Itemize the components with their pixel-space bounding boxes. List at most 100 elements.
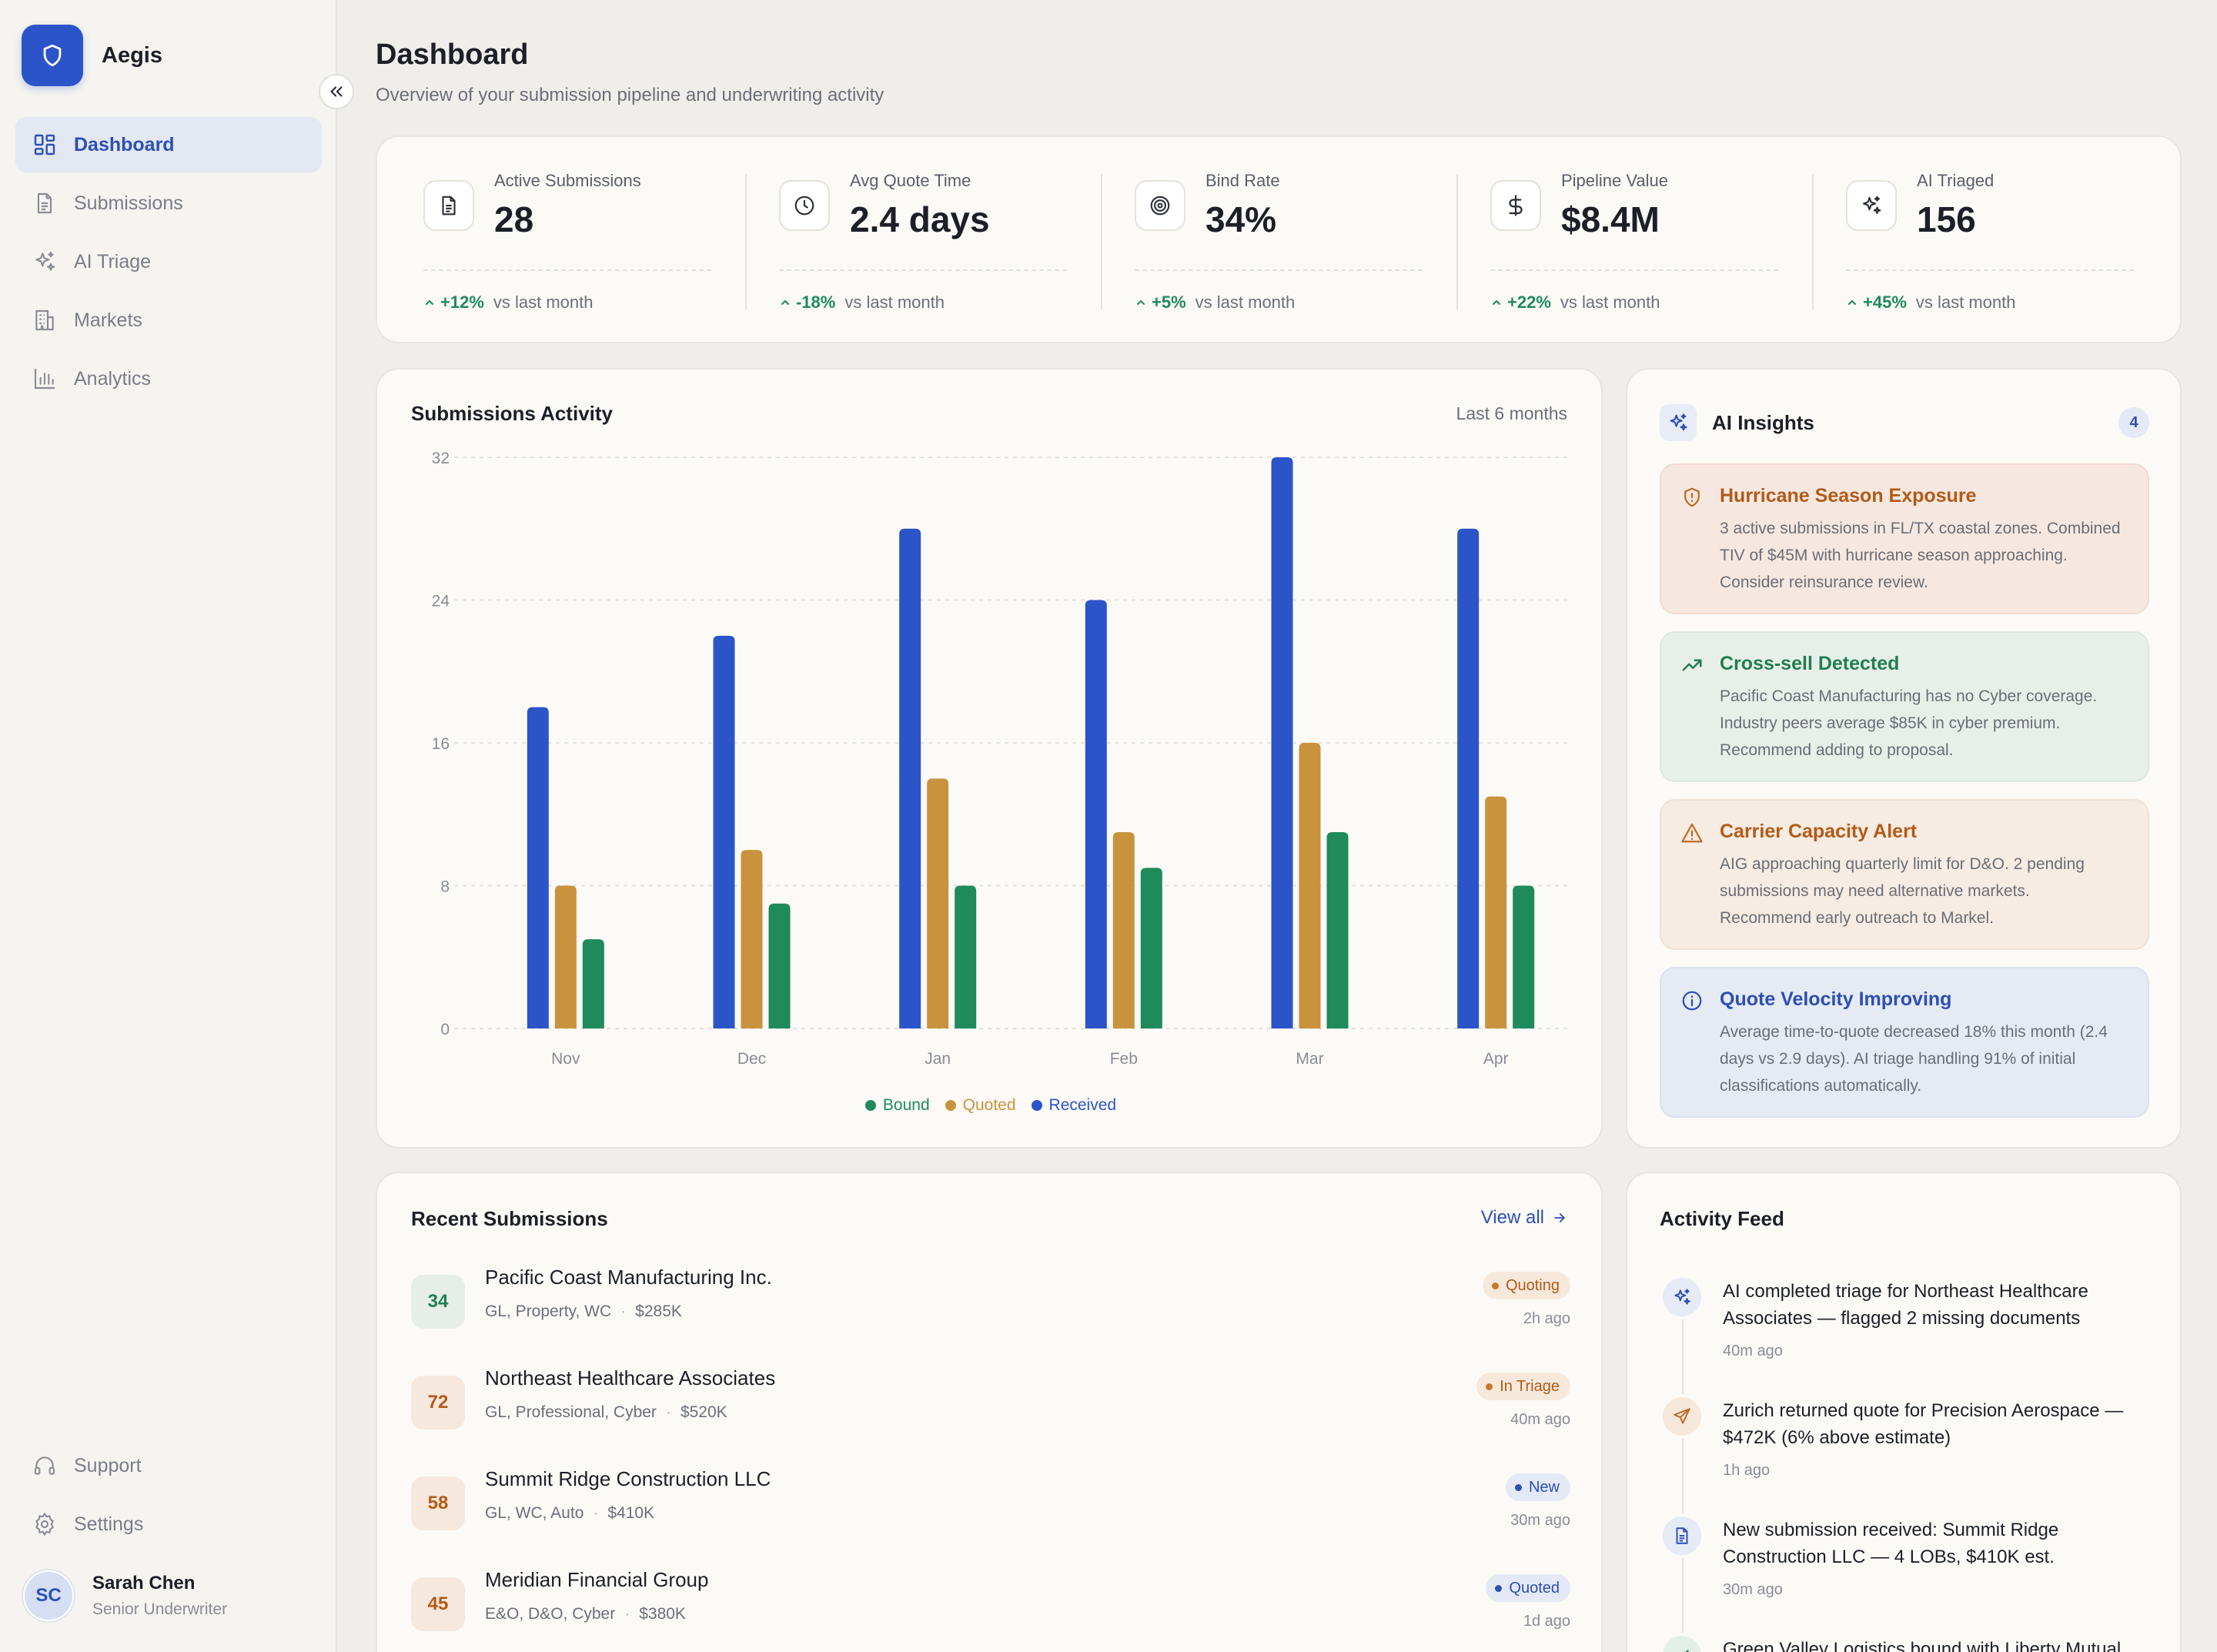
recent-submissions-card: Recent Submissions View all 34 Pacific C… [376, 1172, 1603, 1652]
sidebar-bottom-nav: Support Settings [15, 1438, 322, 1555]
submission-row[interactable]: 45 Meridian Financial Group E&O, D&O, Cy… [411, 1568, 1570, 1652]
divider [1135, 269, 1423, 271]
shield-icon [1678, 483, 1706, 511]
sidebar-item-settings[interactable]: Settings [15, 1496, 322, 1552]
status-badge: Quoting [1482, 1272, 1570, 1299]
submission-amount: $520K [680, 1403, 727, 1421]
stat-ai-triaged: AI Triaged 156 +45% vs last month [1800, 137, 2156, 345]
submission-row[interactable]: 58 Summit Ridge Construction LLC GL, WC,… [411, 1467, 1570, 1552]
dollar-icon [1490, 180, 1541, 231]
sparkles-icon [1660, 404, 1697, 441]
insight-carrier-capacity[interactable]: Carrier Capacity Alert AIG approaching q… [1660, 799, 2149, 950]
headset-icon [31, 1452, 59, 1480]
legend-label: Bound [882, 1096, 930, 1114]
sidebar-nav: Dashboard Submissions AI Triage Markets [15, 117, 322, 410]
status-badge: New [1505, 1473, 1570, 1501]
chevron-up-icon [1493, 300, 1500, 305]
x-tick-label: Nov [551, 1050, 580, 1068]
sidebar-item-label: Submissions [74, 192, 183, 214]
submission-lines: GL, Professional, Cyber [485, 1403, 657, 1421]
arrow-right-icon [1554, 1213, 1565, 1222]
shield-logo-icon [22, 25, 83, 86]
bar-bound [1140, 868, 1162, 1028]
trend-value: +45% [1863, 293, 1907, 312]
recent-title: Recent Submissions [411, 1207, 608, 1230]
stat-avg-quote-time: Avg Quote Time 2.4 days -18% vs last mon… [733, 137, 1089, 345]
gear-icon [31, 1510, 59, 1538]
y-tick-label: 0 [440, 1021, 450, 1038]
document-icon [1660, 1513, 1704, 1558]
submission-row[interactable]: 34 Pacific Coast Manufacturing Inc. GL, … [411, 1266, 1570, 1350]
bar-bound [1326, 831, 1349, 1028]
insight-hurricane-season[interactable]: Hurricane Season Exposure 3 active submi… [1660, 463, 2149, 614]
insight-title: Cross-sell Detected [1720, 653, 1900, 674]
user-profile[interactable]: SC Sarah Chen Senior Underwriter [23, 1570, 227, 1621]
stat-pipeline-value: Pipeline Value $8.4M +22% vs last month [1444, 137, 1801, 345]
sidebar-item-analytics[interactable]: Analytics [15, 351, 322, 406]
stat-trend: +12% vs last month [423, 293, 594, 313]
submission-meta: GL, WC, Auto · $410K [485, 1504, 655, 1522]
brand[interactable]: Aegis [22, 25, 162, 86]
sidebar-item-label: Analytics [74, 367, 152, 390]
insight-body: Pacific Coast Manufacturing has no Cyber… [1720, 687, 2098, 759]
stat-trend: -18% vs last month [779, 293, 945, 313]
insight-quote-velocity[interactable]: Quote Velocity Improving Average time-to… [1660, 967, 2149, 1118]
legend-dot [1031, 1100, 1042, 1111]
chart-title: Submissions Activity [411, 402, 613, 425]
submission-name: Summit Ridge Construction LLC [485, 1467, 771, 1490]
submission-meta: GL, Property, WC · $285K [485, 1303, 682, 1320]
legend-item-quoted[interactable]: Quoted [945, 1096, 1016, 1115]
trend-value: +12% [440, 293, 484, 312]
chevron-up-icon [1848, 300, 1856, 305]
trend-text: vs last month [1560, 293, 1660, 312]
document-icon [31, 189, 59, 217]
feed-time: 30m ago [1723, 1581, 1783, 1598]
sidebar: Aegis Dashboard Submissions AI Triage [0, 0, 337, 1652]
stat-trend: +45% vs last month [1846, 293, 2016, 313]
risk-score: 34 [411, 1275, 465, 1329]
risk-score: 72 [411, 1376, 465, 1430]
insight-body: Average time-to-quote decreased 18% this… [1720, 1023, 2108, 1095]
sidebar-item-support[interactable]: Support [15, 1438, 322, 1493]
legend-label: Quoted [962, 1096, 1016, 1114]
submission-name: Northeast Healthcare Associates [485, 1366, 776, 1389]
sidebar-item-submissions[interactable]: Submissions [15, 176, 322, 231]
feed-title: Activity Feed [1660, 1207, 1784, 1230]
sidebar-item-markets[interactable]: Markets [15, 293, 322, 348]
chevrons-left-icon [330, 86, 343, 97]
view-all-link[interactable]: View all [1481, 1207, 1567, 1229]
trending-up-icon [1678, 651, 1706, 679]
legend-item-received[interactable]: Received [1031, 1096, 1116, 1115]
sidebar-item-ai-triage[interactable]: AI Triage [15, 234, 322, 289]
sidebar-item-dashboard[interactable]: Dashboard [15, 117, 322, 172]
info-icon [1678, 987, 1706, 1015]
submission-row[interactable]: 72 Northeast Healthcare Associates GL, P… [411, 1366, 1570, 1451]
insight-cross-sell[interactable]: Cross-sell Detected Pacific Coast Manufa… [1660, 631, 2149, 782]
sparkles-icon [1660, 1275, 1704, 1319]
stat-bind-rate: Bind Rate 34% +5% vs last month [1088, 137, 1445, 345]
bar-bound [582, 939, 604, 1028]
legend-dot [864, 1100, 876, 1111]
sidebar-item-label: Support [74, 1454, 142, 1476]
stat-value: 28 [494, 199, 534, 239]
activity-feed-card: Activity Feed AI completed triage for No… [1626, 1172, 2182, 1652]
insights-header: AI Insights 4 [1660, 403, 2149, 442]
y-tick-label: 16 [432, 735, 450, 753]
legend-item-bound[interactable]: Bound [864, 1096, 930, 1115]
stat-value: 34% [1205, 199, 1277, 239]
sparkles-icon [31, 248, 59, 276]
divider [1456, 174, 1458, 309]
submission-meta: E&O, D&O, Cyber · $380K [485, 1605, 686, 1623]
sidebar-item-label: Settings [74, 1513, 144, 1535]
insight-title: Quote Velocity Improving [1720, 988, 1952, 1010]
feed-text: Green Valley Logistics bound with Libert… [1723, 1639, 2122, 1652]
user-name: Sarah Chen [92, 1573, 196, 1593]
submission-time: 1d ago [1523, 1613, 1570, 1630]
building-icon [31, 306, 59, 334]
collapse-sidebar-button[interactable] [319, 74, 354, 109]
stat-label: Bind Rate [1205, 171, 1280, 190]
bar-received [1457, 528, 1480, 1028]
submission-time: 40m ago [1510, 1411, 1570, 1428]
feed-text: AI completed triage for Northeast Health… [1723, 1278, 2154, 1365]
